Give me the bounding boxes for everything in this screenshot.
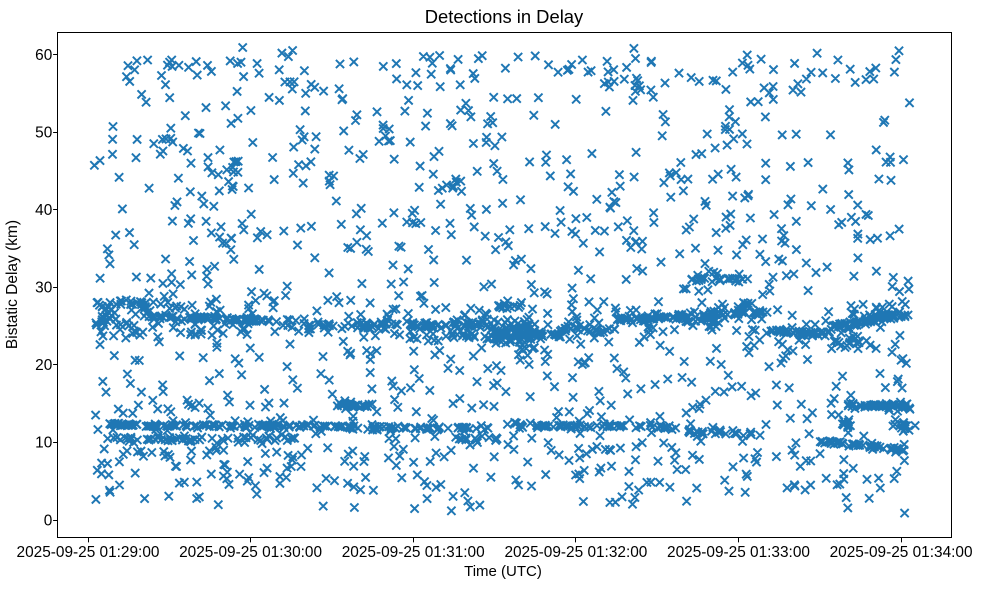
- svg-text:2025-09-25 01:34:00: 2025-09-25 01:34:00: [830, 544, 973, 561]
- svg-text:Time (UTC): Time (UTC): [464, 563, 542, 580]
- svg-text:60: 60: [35, 47, 52, 64]
- svg-text:20: 20: [35, 357, 52, 374]
- svg-text:Bistatic Delay (km): Bistatic Delay (km): [4, 220, 21, 349]
- svg-text:30: 30: [35, 280, 52, 297]
- svg-text:10: 10: [35, 435, 52, 452]
- svg-text:Detections in Delay: Detections in Delay: [425, 6, 584, 27]
- svg-text:2025-09-25 01:32:00: 2025-09-25 01:32:00: [504, 544, 647, 561]
- svg-text:50: 50: [35, 125, 52, 142]
- svg-text:2025-09-25 01:30:00: 2025-09-25 01:30:00: [179, 544, 322, 561]
- svg-text:2025-09-25 01:33:00: 2025-09-25 01:33:00: [667, 544, 810, 561]
- svg-text:40: 40: [35, 202, 52, 219]
- svg-text:0: 0: [44, 512, 53, 529]
- svg-text:2025-09-25 01:31:00: 2025-09-25 01:31:00: [342, 544, 485, 561]
- svg-text:2025-09-25 01:29:00: 2025-09-25 01:29:00: [17, 544, 160, 561]
